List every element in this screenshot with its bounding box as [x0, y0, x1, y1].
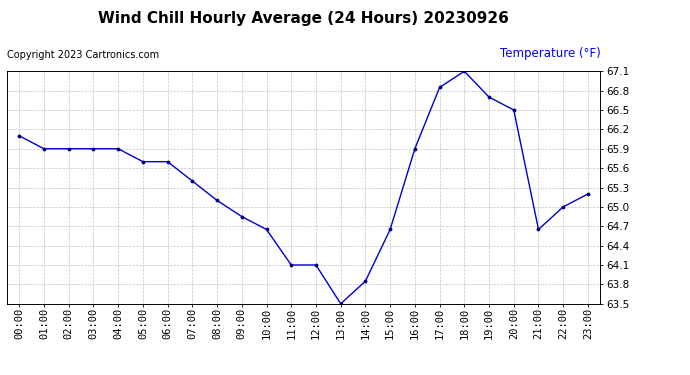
Text: Copyright 2023 Cartronics.com: Copyright 2023 Cartronics.com	[7, 50, 159, 60]
Text: Wind Chill Hourly Average (24 Hours) 20230926: Wind Chill Hourly Average (24 Hours) 202…	[98, 11, 509, 26]
Text: Temperature (°F): Temperature (°F)	[500, 47, 600, 60]
